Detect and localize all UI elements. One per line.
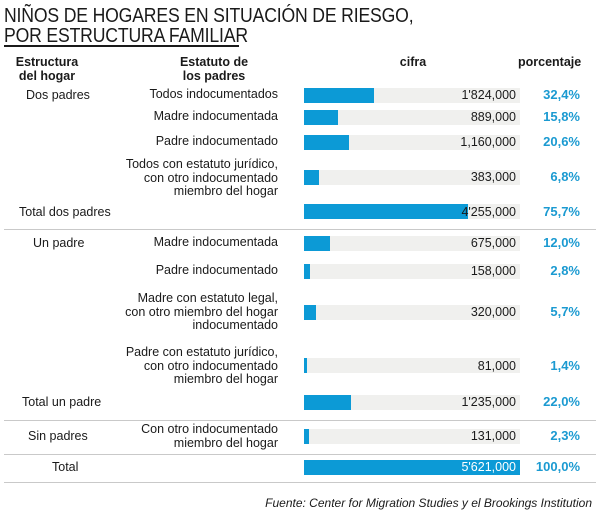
bar-value-label: 383,000 [470, 170, 516, 184]
percent-label: 5,7% [550, 304, 580, 319]
row-status-label: Madre con estatuto legal, con otro miemb… [125, 291, 278, 332]
header-estructura-line-2: del hogar [18, 69, 76, 83]
bar-track [304, 460, 520, 475]
header-estructura-line-1: Estructura [15, 55, 79, 69]
title-line-1: NIÑOS DE HOGARES EN SITUACIÓN DE RIESGO, [4, 4, 414, 27]
row-status-label: Padre indocumentado [155, 263, 278, 277]
header-porcentaje-label: porcentaje [518, 55, 582, 69]
bar-track [304, 264, 520, 279]
separator-sin-padres [4, 454, 596, 455]
row-group-label: Sin padres [28, 429, 88, 443]
bar [304, 429, 310, 444]
row-group-label: Dos padres [26, 88, 90, 102]
bar [304, 135, 349, 150]
separator-dos-padres [4, 229, 596, 230]
header-estatuto-line-2: los padres [182, 69, 246, 83]
bar-value-label: 675,000 [470, 236, 516, 250]
bar [304, 88, 375, 103]
bar [304, 264, 311, 279]
title-underline [4, 45, 239, 47]
source-note: Fuente: Center for Migration Studies y e… [265, 496, 592, 510]
row-status-label: Padre con estatuto jurídico, con otro in… [125, 345, 278, 386]
bar-value-label: 158,000 [470, 264, 516, 278]
bar-value-label: 1'824,000 [461, 88, 516, 102]
percent-label: 15,8% [543, 109, 580, 124]
percent-label: 2,8% [550, 263, 580, 278]
bar-track [304, 135, 520, 150]
bar-value-label: 1'235,000 [461, 395, 516, 409]
bar-track [304, 358, 520, 373]
bar [304, 395, 352, 410]
header-estructura: Estructura del hogar [16, 55, 79, 83]
bar-track [304, 110, 520, 125]
row-status-label: Con otro indocumentado miembro del hogar [141, 422, 278, 450]
bar [304, 170, 319, 185]
bar [304, 305, 317, 320]
bar-track [304, 88, 520, 103]
bar-track [304, 429, 520, 444]
row-group-label: Total [52, 460, 79, 474]
bar [304, 460, 520, 475]
bar-track [304, 395, 520, 410]
bar-value-label: 5'621,000 [461, 460, 516, 474]
row-status-label: Todos con estatuto jurídico, con otro in… [125, 157, 278, 198]
header-estatuto-line-1: Estatuto de [179, 55, 249, 69]
row-status-label: Madre indocumentada [153, 235, 278, 249]
row-group-label: Un padre [33, 236, 85, 250]
percent-label: 1,4% [550, 358, 580, 373]
row-status-label: Padre indocumentado [155, 134, 278, 148]
bar-value-label: 1,160,000 [460, 135, 516, 149]
bar-track [304, 236, 520, 251]
percent-label: 20,6% [543, 134, 580, 149]
bar [304, 236, 330, 251]
percent-label: 22,0% [543, 394, 580, 409]
bar-value-label: 4'255,000 [461, 205, 516, 219]
percent-label: 2,3% [550, 428, 580, 443]
header-estatuto: Estatuto de los padres [180, 55, 248, 83]
header-cifra: cifra [400, 55, 426, 69]
title-line-2: POR ESTRUCTURA FAMILIAR [4, 24, 248, 47]
bar-value-label: 131,000 [470, 429, 516, 443]
bar-value-label: 81,000 [477, 359, 516, 373]
separator-total [4, 482, 596, 483]
bar-track [304, 170, 520, 185]
row-status-label: Madre indocumentada [153, 109, 278, 123]
bar-track [304, 204, 520, 219]
bar [304, 204, 468, 219]
header-cifra-label: cifra [399, 55, 427, 69]
separator-un-padre [4, 420, 596, 421]
bar-value-label: 320,000 [470, 305, 516, 319]
bar [304, 358, 308, 373]
percent-label: 100,0% [535, 459, 580, 474]
header-porcentaje: porcentaje [518, 55, 581, 69]
percent-label: 32,4% [543, 87, 580, 102]
percent-label: 6,8% [550, 169, 580, 184]
percent-label: 75,7% [543, 204, 580, 219]
row-group-label: Total un padre [22, 395, 102, 409]
row-group-label: Total dos padres [19, 205, 111, 219]
row-status-label: Todos indocumentados [149, 87, 278, 101]
bar-track [304, 305, 520, 320]
bar-value-label: 889,000 [470, 110, 516, 124]
percent-label: 12,0% [543, 235, 580, 250]
bar [304, 110, 339, 125]
